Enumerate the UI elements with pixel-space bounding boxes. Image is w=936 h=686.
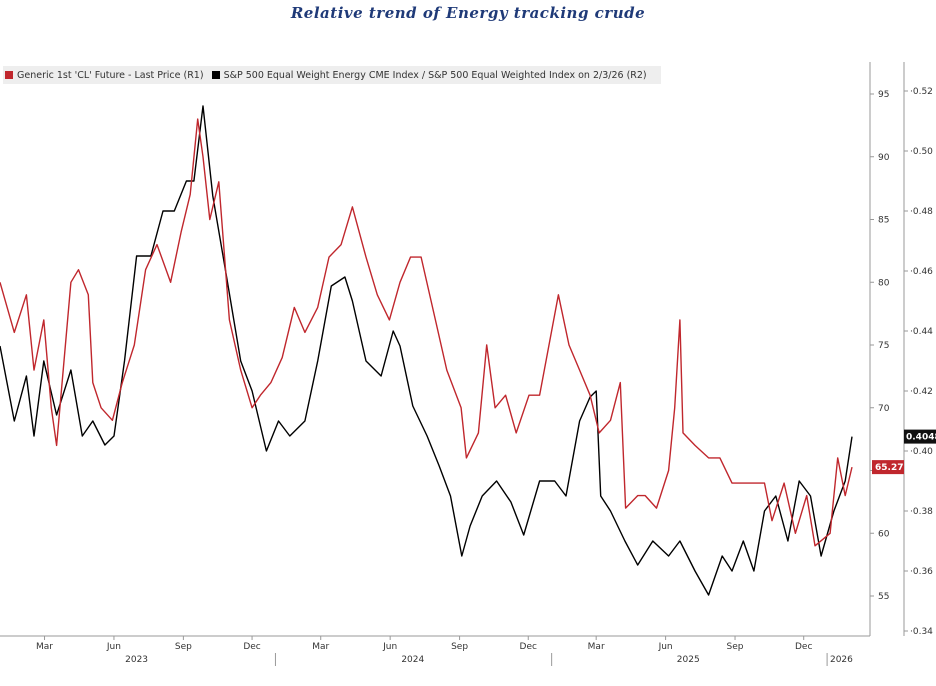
r1-tick-label: 95 bbox=[878, 90, 889, 100]
r1-tick-label: 55 bbox=[878, 592, 889, 602]
x-year-label: 2025 bbox=[677, 655, 700, 665]
last-value-badge-energy-ratio bbox=[904, 429, 936, 444]
x-month-label: Mar bbox=[312, 642, 329, 652]
x-year-label: 2024 bbox=[401, 655, 424, 665]
x-month-label: Dec bbox=[243, 642, 260, 652]
chart-legend: Generic 1st 'CL' Future - Last Price (R1… bbox=[3, 66, 661, 84]
r1-tick-label: 75 bbox=[878, 341, 889, 351]
r1-tick-label: 70 bbox=[878, 404, 890, 414]
legend-swatch-energy-ratio bbox=[211, 71, 220, 79]
r1-tick-label: 60 bbox=[878, 529, 890, 539]
last-value-label-crude: 65.27 bbox=[875, 463, 903, 473]
x-month-label: Sep bbox=[175, 642, 192, 652]
x-month-label: Sep bbox=[451, 642, 468, 652]
legend-item-energy-ratio: S&P 500 Equal Weight Energy CME Index / … bbox=[211, 69, 647, 81]
r2-tick-label: ·0.46 bbox=[910, 267, 933, 277]
legend-swatch-crude bbox=[5, 71, 13, 79]
x-month-label: Jun bbox=[658, 642, 673, 652]
r2-tick-label: ·0.52 bbox=[910, 87, 933, 97]
series-line-energy-ratio bbox=[0, 105, 853, 596]
last-value-badge-crude bbox=[872, 460, 904, 475]
r2-tick-label: ·0.34 bbox=[910, 627, 933, 637]
x-month-label: Jun bbox=[382, 642, 397, 652]
r2-tick-label: ·0.48 bbox=[910, 207, 933, 217]
legend-item-crude: Generic 1st 'CL' Future - Last Price (R1… bbox=[5, 70, 204, 81]
r2-tick-label: ·0.42 bbox=[910, 387, 933, 397]
r2-tick-label: ·0.40 bbox=[910, 447, 933, 457]
r1-tick-label: 85 bbox=[878, 216, 889, 226]
x-year-label: 2023 bbox=[125, 655, 148, 665]
x-month-label: Jun bbox=[106, 642, 121, 652]
legend-label-energy-ratio: S&P 500 Equal Weight Energy CME Index / … bbox=[223, 69, 647, 81]
x-year-label: 2026 bbox=[830, 655, 853, 665]
r1-tick-label: 80 bbox=[878, 278, 890, 288]
x-month-label: Sep bbox=[727, 642, 744, 652]
chart-title: Relative trend of Energy tracking crude bbox=[290, 4, 646, 22]
r1-tick-label: 90 bbox=[878, 153, 890, 163]
r2-tick-label: ·0.38 bbox=[910, 507, 933, 517]
x-month-label: Dec bbox=[795, 642, 812, 652]
r2-tick-label: ·0.50 bbox=[910, 147, 933, 157]
x-month-label: Dec bbox=[520, 642, 537, 652]
r2-tick-label: ·0.36 bbox=[910, 567, 933, 577]
series-line-crude bbox=[0, 118, 853, 547]
x-month-label: Mar bbox=[588, 642, 605, 652]
r2-tick-label: ·0.44 bbox=[910, 327, 933, 337]
last-value-label-energy-ratio: 0.4048 bbox=[906, 433, 936, 443]
legend-label-crude: Generic 1st 'CL' Future - Last Price (R1… bbox=[17, 69, 204, 81]
x-month-label: Mar bbox=[36, 642, 53, 652]
